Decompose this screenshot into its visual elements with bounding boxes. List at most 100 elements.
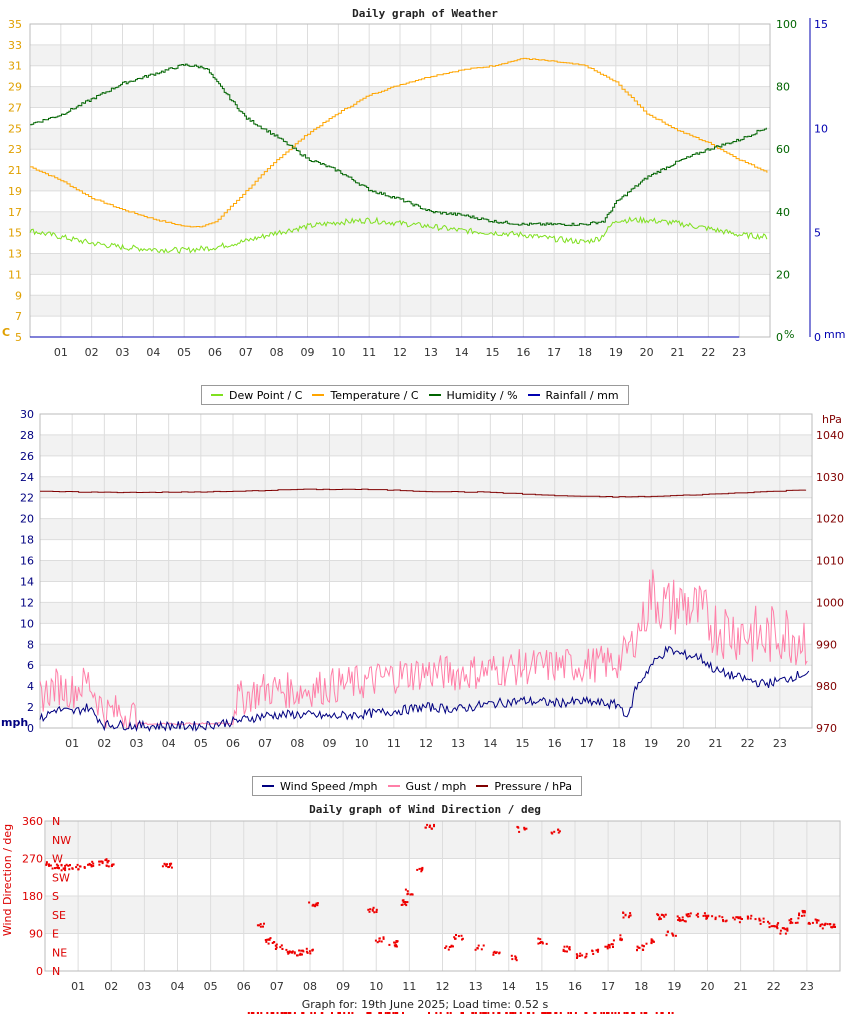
direction-point <box>652 940 655 943</box>
x-tick-label: 17 <box>580 737 594 750</box>
x-tick-label: 06 <box>237 980 251 993</box>
direction-point <box>681 919 684 921</box>
direction-point <box>772 925 775 928</box>
direction-point <box>382 936 385 939</box>
direction-point <box>722 919 724 921</box>
direction-point <box>308 901 311 904</box>
y-tick-left-mph: 12 <box>20 596 34 609</box>
legend-item: Wind Speed /mph <box>262 780 378 793</box>
direction-point <box>801 909 804 912</box>
direction-point <box>64 869 67 872</box>
direction-point <box>747 916 749 918</box>
direction-point-calm <box>484 1012 487 1014</box>
direction-point <box>592 953 595 955</box>
direction-point <box>551 832 554 835</box>
direction-point <box>75 866 78 869</box>
direction-point <box>789 922 792 925</box>
x-tick-label: 12 <box>393 346 407 359</box>
direction-point-calm <box>428 1012 430 1014</box>
direction-point <box>722 920 725 923</box>
direction-point <box>518 830 521 833</box>
direction-point-calm <box>439 1012 442 1014</box>
direction-point-calm <box>367 1012 369 1014</box>
y-tick-right-rain: 0 <box>814 331 821 344</box>
x-tick-label: 20 <box>701 980 715 993</box>
direction-point <box>305 950 308 953</box>
direction-point <box>264 939 267 941</box>
x-tick-label: 15 <box>516 737 530 750</box>
direction-point <box>372 906 375 909</box>
direction-point <box>83 866 86 868</box>
legend-swatch <box>527 394 540 396</box>
direction-point <box>658 916 661 919</box>
direction-point <box>557 828 560 831</box>
direction-point <box>685 914 688 917</box>
direction-point <box>595 949 598 952</box>
legend-label: Humidity / % <box>446 388 518 402</box>
y-axis-label-hpa: hPa <box>822 413 842 426</box>
x-tick-label: 03 <box>130 737 144 750</box>
direction-point <box>739 917 742 920</box>
direction-point <box>395 945 398 948</box>
y-tick-right-rain: 10 <box>814 122 828 135</box>
direction-point <box>266 938 269 941</box>
direction-point <box>568 946 571 949</box>
direction-point-calm <box>542 1012 545 1014</box>
direction-point <box>492 951 495 954</box>
direction-point <box>258 924 261 927</box>
direction-point <box>514 955 517 958</box>
direction-point-calm <box>280 1012 283 1014</box>
x-tick-label: 05 <box>204 980 218 993</box>
direction-point <box>461 938 463 941</box>
direction-point <box>477 944 480 947</box>
direction-point <box>99 860 102 863</box>
direction-point <box>562 948 565 951</box>
direction-point <box>834 926 836 928</box>
direction-point-calm <box>607 1012 610 1014</box>
y-tick-left: 27 <box>8 101 22 114</box>
direction-point <box>402 899 405 902</box>
direction-point-calm <box>605 1012 608 1014</box>
direction-point <box>105 864 108 867</box>
direction-point-calm <box>643 1012 646 1014</box>
y-tick-right-hpa: 1020 <box>816 513 844 526</box>
x-tick-label: 10 <box>355 737 369 750</box>
legend-label: Gust / mph <box>405 779 467 793</box>
direction-point <box>718 915 721 918</box>
direction-point <box>659 917 662 920</box>
direction-point <box>165 865 168 868</box>
direction-point <box>578 955 581 957</box>
direction-point-calm <box>644 1012 647 1014</box>
x-tick-label: 01 <box>54 346 68 359</box>
y-tick-left: 17 <box>8 206 22 219</box>
direction-point <box>776 923 779 926</box>
direction-point-calm <box>594 1012 597 1014</box>
direction-point <box>454 937 456 940</box>
direction-point <box>373 911 376 914</box>
direction-point <box>421 868 423 871</box>
y-tick-left-mph: 24 <box>20 471 34 484</box>
direction-point <box>54 867 56 870</box>
direction-point-calm <box>474 1012 477 1014</box>
y-tick-left: 31 <box>8 60 22 73</box>
y-tick-left-mph: 10 <box>20 617 34 630</box>
direction-point <box>447 948 450 951</box>
direction-point <box>402 901 405 904</box>
direction-point <box>168 866 170 868</box>
direction-point <box>64 864 67 867</box>
legend-swatch <box>211 394 223 396</box>
x-tick-label: 07 <box>270 980 284 993</box>
direction-point-calm <box>547 1012 550 1014</box>
direction-point <box>676 915 679 918</box>
direction-point-calm <box>544 1012 547 1014</box>
direction-point <box>539 938 542 941</box>
direction-point <box>619 938 622 941</box>
direction-point <box>476 947 479 949</box>
direction-point <box>274 944 277 947</box>
direction-point <box>791 921 794 924</box>
x-tick-label: 16 <box>516 346 530 359</box>
direction-point <box>409 893 412 896</box>
direction-point <box>707 914 710 917</box>
direction-point <box>697 915 700 918</box>
